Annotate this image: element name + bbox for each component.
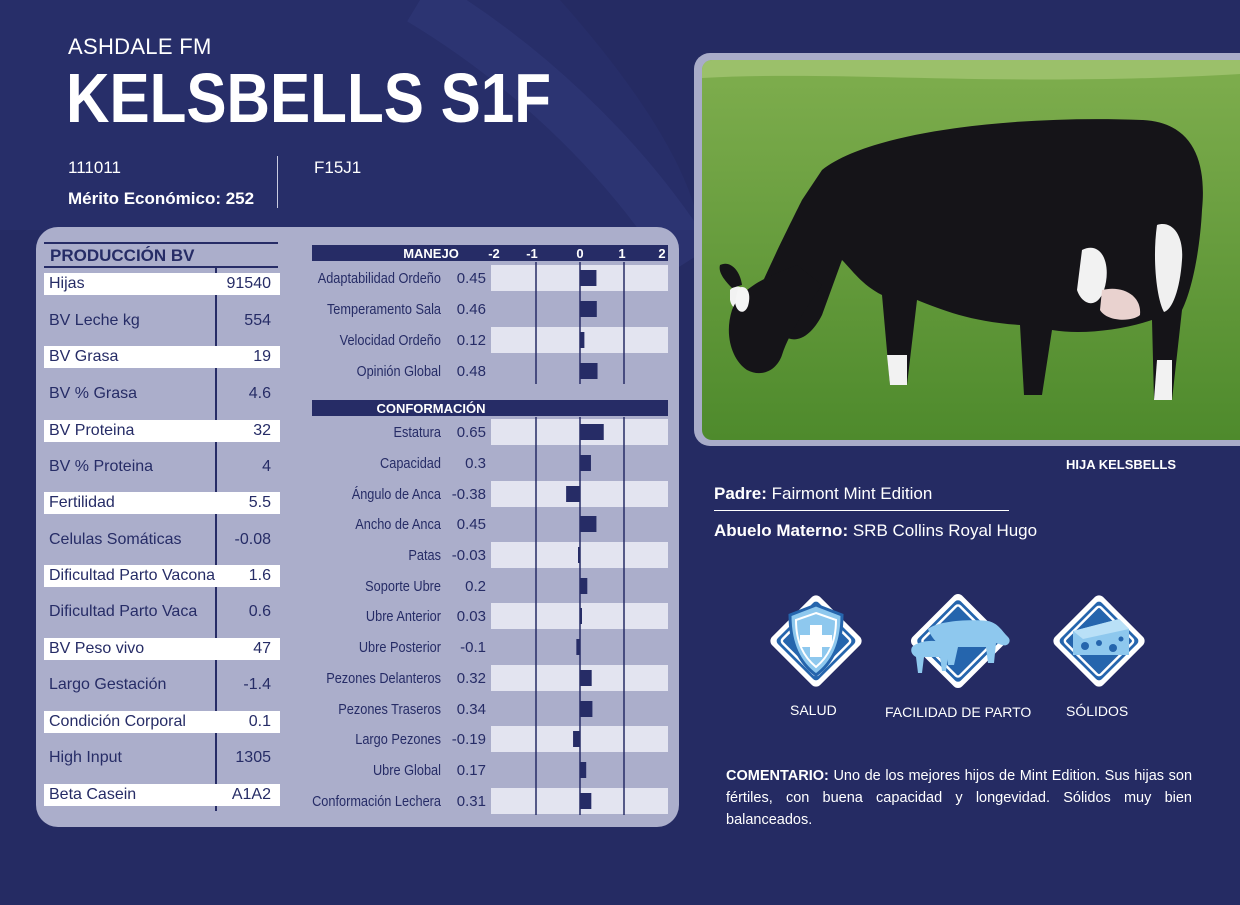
production-label: Celulas Somáticas (49, 531, 182, 548)
production-title: PRODUCCIÓN BV (44, 242, 278, 268)
production-row: Beta Casein A1A2 (44, 784, 280, 806)
sire-name: Fairmont Mint Edition (771, 484, 933, 503)
production-value: 554 (244, 312, 271, 329)
production-row: Condición Corporal 0.1 (44, 711, 280, 733)
farm-name: ASHDALE FM (68, 34, 212, 59)
sire-line: Padre: Fairmont Mint Edition (714, 484, 932, 504)
production-label: Dificultad Parto Vaca (49, 603, 198, 620)
mgs-line: Abuelo Materno: SRB Collins Royal Hugo (714, 521, 1037, 541)
production-divider (215, 268, 217, 811)
production-row: BV % Grasa 4.6 (44, 383, 280, 405)
cheese-icon (1053, 595, 1145, 687)
bull-code: 111011 (68, 158, 121, 177)
production-label: BV Grasa (49, 348, 119, 365)
production-value: 32 (253, 422, 271, 439)
production-row: Dificultad Parto Vaca 0.6 (44, 601, 280, 623)
production-row: BV % Proteina 4 (44, 456, 280, 478)
production-label: High Input (49, 749, 122, 766)
shield-cross-icon (770, 595, 862, 687)
production-label: BV Peso vivo (49, 640, 145, 657)
bull-code-secondary: F15J1 (314, 158, 362, 177)
badge-label-parto: FACILIDAD DE PARTO (885, 704, 1032, 720)
production-label: Beta Casein (49, 786, 137, 803)
production-row: Largo Gestación -1.4 (44, 674, 280, 696)
production-label: Dificultad Parto Vacona (49, 567, 216, 584)
production-label: BV Proteina (49, 422, 135, 439)
production-value: 0.6 (248, 603, 271, 620)
production-row: Dificultad Parto Vacona 1.6 (44, 565, 280, 587)
comment: COMENTARIO: Uno de los mejores hijos de … (726, 765, 1192, 831)
production-label: BV Leche kg (49, 312, 140, 329)
comment-text: Uno de los mejores hijos de Mint Edition… (726, 768, 1193, 828)
production-row: BV Proteina 32 (44, 420, 280, 442)
production-row: BV Grasa 19 (44, 346, 280, 368)
comment-label: COMENTARIO: (726, 768, 829, 784)
mgs-name: SRB Collins Royal Hugo (852, 521, 1038, 540)
production-row: BV Leche kg 554 (44, 310, 280, 332)
production-row: High Input 1305 (44, 747, 280, 769)
production-label: Hijas (49, 275, 85, 292)
bull-name: KELSBELLS S1F (66, 59, 552, 137)
production-row: Fertilidad 5.5 (44, 492, 280, 514)
production-label: BV % Proteina (49, 458, 154, 475)
production-value: -1.4 (243, 676, 271, 693)
production-value: 1305 (235, 749, 271, 766)
badge-label-salud: SALUD (790, 702, 837, 718)
cow-calf-icon (910, 593, 1010, 689)
pedigree-divider (714, 510, 1009, 511)
photo-caption: HIJA KELSBELLS (1066, 457, 1177, 472)
production-value: -0.08 (234, 531, 271, 548)
production-row: BV Peso vivo 47 (44, 638, 280, 660)
production-value: 0.1 (248, 713, 271, 730)
production-label: Condición Corporal (49, 713, 186, 730)
production-value: 47 (253, 640, 271, 657)
sire-label: Padre: (714, 484, 767, 503)
production-value: 1.6 (248, 567, 271, 584)
header-divider (277, 156, 278, 208)
production-value: A1A2 (231, 786, 271, 803)
production-row: Hijas 91540 (44, 273, 280, 295)
badge-label-solidos: SÓLIDOS (1066, 703, 1129, 719)
production-value: 19 (253, 348, 271, 365)
production-value: 91540 (226, 275, 272, 292)
production-value: 4.6 (248, 385, 271, 402)
production-row: Celulas Somáticas -0.08 (44, 529, 280, 551)
economic-merit: Mérito Económico: 252 (68, 189, 255, 208)
production-label: Fertilidad (49, 494, 115, 511)
production-value: 4 (262, 458, 271, 475)
production-value: 5.5 (248, 494, 271, 511)
production-label: BV % Grasa (49, 385, 138, 402)
daughter-photo (702, 60, 1240, 440)
production-label: Largo Gestación (49, 676, 167, 693)
mgs-label: Abuelo Materno: (714, 521, 849, 540)
